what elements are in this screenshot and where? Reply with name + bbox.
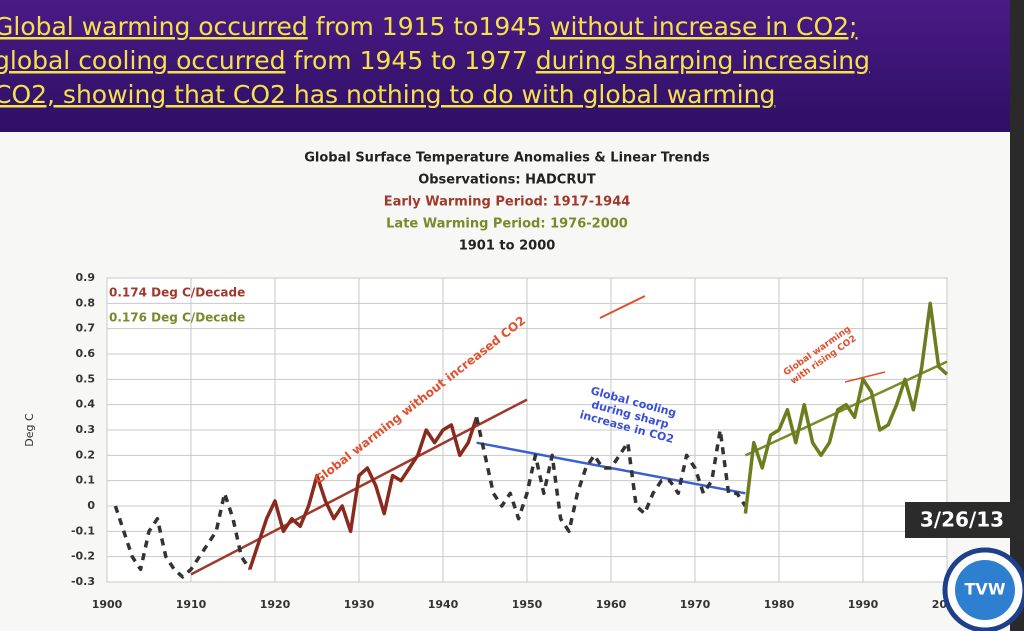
chart: Global Surface Temperature Anomalies & L… (23, 151, 963, 612)
x-tick-label: 1980 (764, 598, 795, 611)
y-tick-label: 0.6 (76, 347, 96, 360)
chart-title: Global Surface Temperature Anomalies & L… (304, 151, 710, 166)
logo-disc (955, 560, 1015, 620)
y-tick-label: 0.2 (76, 448, 96, 461)
header-line: global cooling occurred from 1945 to 197… (0, 46, 870, 75)
x-tick-label: 1960 (596, 598, 627, 611)
header-band (0, 0, 1010, 132)
chart-title: 1901 to 2000 (459, 239, 556, 254)
x-tick-label: 1940 (428, 598, 459, 611)
y-tick-label: 0.9 (76, 271, 96, 284)
y-tick-label: -0.1 (71, 524, 95, 537)
y-tick-label: 0.7 (76, 322, 96, 335)
header-segment: global cooling occurred (0, 46, 286, 75)
y-tick-label: 0.4 (76, 398, 96, 411)
y-tick-label: 0 (87, 499, 95, 512)
data-line (743, 301, 949, 514)
data-line (248, 416, 479, 570)
logo: TVW (965, 580, 1006, 599)
y-tick-label: 0.1 (76, 474, 96, 487)
data-line (474, 416, 747, 534)
header-segment: without increase in CO2; (550, 12, 857, 41)
timestamp: 3/26/13 (920, 508, 1004, 532)
arrow (844, 371, 886, 383)
header-line: Global warming occurred from 1915 to1945… (0, 12, 857, 41)
header-segment: from 1945 to 1977 (286, 46, 536, 75)
y-tick-label: 0.8 (76, 296, 96, 309)
y-tick-label: -0.2 (71, 550, 95, 563)
x-tick-label: 1900 (92, 598, 123, 611)
header: Global warming occurred from 1915 to1945… (0, 12, 870, 109)
legend-entry: 0.174 Deg C/Decade (109, 286, 245, 300)
x-tick-label: 1910 (176, 598, 207, 611)
x-tick-label: 1920 (260, 598, 291, 611)
header-segment: from 1915 to1945 (308, 12, 550, 41)
chart-title: Observations: HADCRUT (418, 173, 596, 188)
x-tick-label: 1970 (680, 598, 711, 611)
trend-line (744, 360, 948, 457)
timestamp-box (905, 502, 1024, 538)
arrow (599, 295, 646, 319)
y-axis-label: Deg C (23, 413, 36, 447)
x-tick-label: 1990 (848, 598, 879, 611)
header-segment: during sharping increasing (536, 46, 870, 75)
y-tick-label: 0.5 (76, 372, 96, 385)
data-line (113, 491, 252, 579)
header-line: CO2, showing that CO2 has nothing to do … (0, 80, 775, 109)
y-tick-label: 0.3 (76, 423, 96, 436)
header-segment: CO2, showing that CO2 has nothing to do … (0, 80, 775, 109)
x-tick-label: 1950 (512, 598, 543, 611)
chart-title: Late Warming Period: 1976-2000 (386, 217, 628, 232)
y-tick-label: -0.3 (71, 575, 95, 588)
x-tick-label: 1930 (344, 598, 375, 611)
header-segment: Global warming occurred (0, 12, 308, 41)
legend-entry: 0.176 Deg C/Decade (109, 311, 245, 325)
chart-title: Early Warming Period: 1917-1944 (384, 195, 631, 210)
